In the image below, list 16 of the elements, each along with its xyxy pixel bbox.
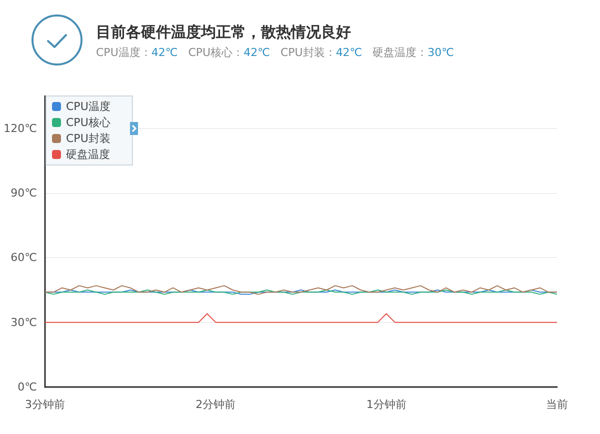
x-tick-label: 2分钟前 (196, 398, 236, 411)
y-tick-label: 30℃ (10, 316, 37, 329)
legend-label: CPU温度 (66, 100, 110, 113)
legend-label: 硬盘温度 (66, 148, 110, 161)
legend-label: CPU核心 (66, 116, 110, 129)
y-tick-label: 120℃ (4, 122, 37, 135)
y-tick-label: 0℃ (18, 380, 37, 394)
chart-subtitle: CPU温度：42℃ CPU核心：42℃ CPU封装：42℃ 硬盘温度：30℃ (96, 46, 454, 59)
line-series (44, 285, 558, 295)
legend-label: CPU封装 (66, 132, 110, 145)
y-tick-label: 90℃ (10, 186, 37, 200)
x-tick-label: 3分钟前 (25, 398, 65, 411)
x-tick-label: 1分钟前 (366, 398, 406, 411)
x-tick-label: 当前 (546, 398, 568, 411)
chart-title: 目前各硬件温度均正常，散热情况良好 (96, 23, 351, 42)
y-tick-label: 60℃ (10, 251, 37, 264)
